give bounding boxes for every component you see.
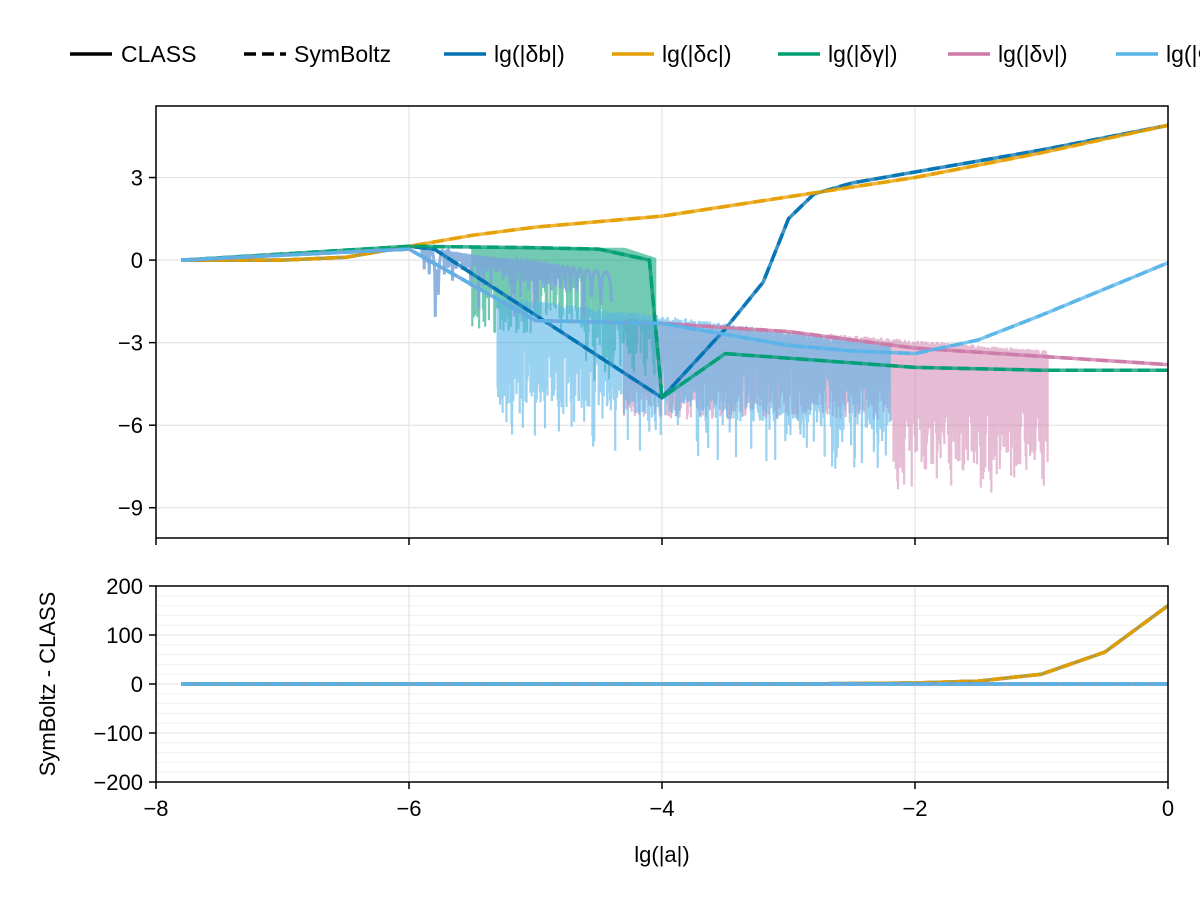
bottom-ticks: 200 100 0 −100 −200−8 −6 −4 −2 0 <box>93 574 1174 821</box>
legend: CLASS SymBoltz lg(|δb|) lg(|δc|) lg(|δγ|… <box>70 41 1200 67</box>
legend-entry-phi: lg(|Φ|) <box>1116 41 1200 67</box>
y-axis-label-bottom: SymBoltz - CLASS <box>35 592 60 777</box>
top-ytick-label: −6 <box>118 413 143 438</box>
legend-entry-delta-c: lg(|δc|) <box>612 41 731 67</box>
bottom-ytick-label: 200 <box>106 574 143 599</box>
bottom-ytick-label: 100 <box>106 623 143 648</box>
bottom-ytick-label: 0 <box>131 672 143 697</box>
bottom-xtick-label: −8 <box>143 796 168 821</box>
bottom-xtick-label: 0 <box>1162 796 1174 821</box>
top-ytick-label: −9 <box>118 496 143 521</box>
bottom-panel: 200 100 0 −100 −200−8 −6 −4 −2 0 lg(|a|) SymBolt… <box>35 574 1174 867</box>
legend-entry-delta-gamma: lg(|δγ|) <box>778 41 897 67</box>
legend-label-delta-b: lg(|δb|) <box>494 41 565 67</box>
bottom-ytick-label: −200 <box>93 770 143 795</box>
legend-label-delta-c: lg(|δc|) <box>662 41 731 67</box>
legend-label-class: CLASS <box>121 41 196 67</box>
top-series <box>181 123 1168 401</box>
top-ytick-label: 3 <box>131 166 143 191</box>
bottom-xtick-label: −2 <box>902 796 927 821</box>
top-ytick-label: −3 <box>118 331 143 356</box>
top-oscillation-bands <box>420 243 1049 493</box>
legend-entry-delta-nu: lg(|δν|) <box>948 41 1067 67</box>
legend-label-delta-nu: lg(|δν|) <box>998 41 1067 67</box>
top-ytick-label: 0 <box>131 248 143 273</box>
legend-entry-delta-b: lg(|δb|) <box>444 41 565 67</box>
top-series-lg-symboltz <box>181 244 1168 401</box>
phi-cusp-oscillation <box>420 243 613 317</box>
top-series-lg-c-class <box>181 123 1168 262</box>
legend-label-symboltz: SymBoltz <box>294 41 391 67</box>
top-series-lg-b-symboltz <box>181 123 1168 400</box>
bottom-xtick-label: −4 <box>649 796 674 821</box>
top-panel: 3 0 −3 −6 −9 <box>118 105 1169 545</box>
legend-entry-class: CLASS <box>70 41 196 67</box>
legend-label-phi: lg(|Φ|) <box>1166 41 1200 67</box>
bottom-ytick-label: −100 <box>93 721 143 746</box>
bottom-series-c-symboltz <box>181 604 1168 686</box>
bottom-series <box>181 604 1168 686</box>
legend-entry-symboltz: SymBoltz <box>244 41 391 67</box>
bottom-xtick-label: −6 <box>396 796 421 821</box>
top-series-lg-symboltz <box>181 247 1168 356</box>
top-series-lg-c-symboltz <box>181 123 1168 262</box>
legend-label-delta-gamma: lg(|δγ|) <box>828 41 897 67</box>
top-ticks: 3 0 −3 −6 −9 <box>118 166 1169 545</box>
x-axis-label: lg(|a|) <box>634 842 689 867</box>
